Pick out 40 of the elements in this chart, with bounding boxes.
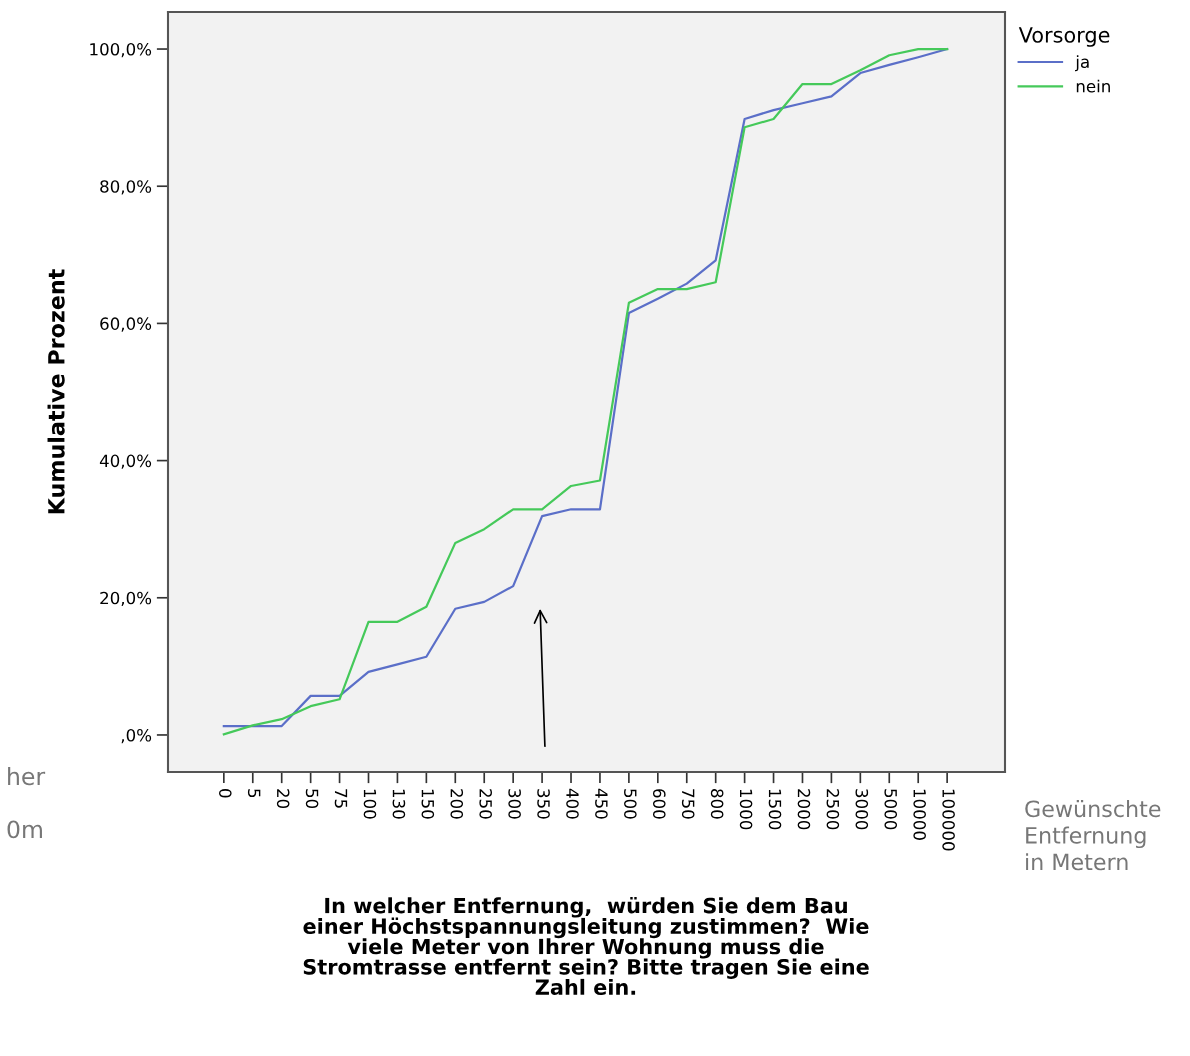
x-tick-label: 0 xyxy=(219,789,232,798)
x-tick-label: 3000 xyxy=(855,789,869,830)
x-tick-label: 2000 xyxy=(797,789,811,830)
text: 0m xyxy=(7,820,42,839)
x-tick-label: 130 xyxy=(392,789,406,819)
x-tick-label: 450 xyxy=(595,788,608,819)
x-tick-label: 100 xyxy=(363,789,377,819)
y-tick-label: 60,0% xyxy=(100,317,152,332)
x-tick-label: 300 xyxy=(508,789,521,819)
text: her xyxy=(8,767,46,786)
x-tick-label: 250 xyxy=(479,789,492,819)
y-tick-label: 100,0% xyxy=(90,43,152,58)
x-tick-label: 5 xyxy=(247,789,261,798)
x-tick-label: 150 xyxy=(421,789,435,819)
text: Gewünschte Entfernung in Metern xyxy=(1025,800,1161,871)
x-tick-label: 100000 xyxy=(942,789,955,851)
x-tick-label: 200 xyxy=(450,789,464,819)
x-tick-label: 1000 xyxy=(739,789,753,830)
x-tick-label: 750 xyxy=(681,789,695,819)
x-tick-label: 5000 xyxy=(884,789,898,830)
x-tick-label: 350 xyxy=(537,789,550,819)
x-tick-label: 500 xyxy=(624,789,637,819)
x-tick-label: 400 xyxy=(566,788,579,819)
x-tick-label: 800 xyxy=(710,789,724,819)
x-tick-label: 600 xyxy=(652,789,666,819)
x-tick-label: 20 xyxy=(276,789,290,809)
y-tick-label: 40,0% xyxy=(99,454,152,469)
x-axis-title: In welcher Entfernung, würden Sie dem Bau einer Höchstspannungsleitung zustimmen? Wie viele Meter von Ihrer Wohnung muss die Stromtrasse entfernt sein? Bitte tragen Sie eine Zahl ein. xyxy=(303,897,869,996)
y-axis-title: Kumulative Prozent xyxy=(47,269,65,514)
legend-label: nein xyxy=(1076,79,1110,93)
x-tick-label: 2500 xyxy=(826,789,840,830)
y-tick-label: ,0% xyxy=(121,728,152,744)
legend-title: Vorsorge xyxy=(1018,27,1110,47)
y-tick-label: 80,0% xyxy=(100,180,152,195)
legend-label: ja xyxy=(1075,55,1089,72)
x-tick-label: 75 xyxy=(334,789,348,808)
x-tick-label: 10000 xyxy=(913,789,926,840)
y-tick-label: 20,0% xyxy=(100,591,152,607)
x-tick-label: 1500 xyxy=(768,789,782,830)
x-tick-label: 50 xyxy=(305,789,319,809)
